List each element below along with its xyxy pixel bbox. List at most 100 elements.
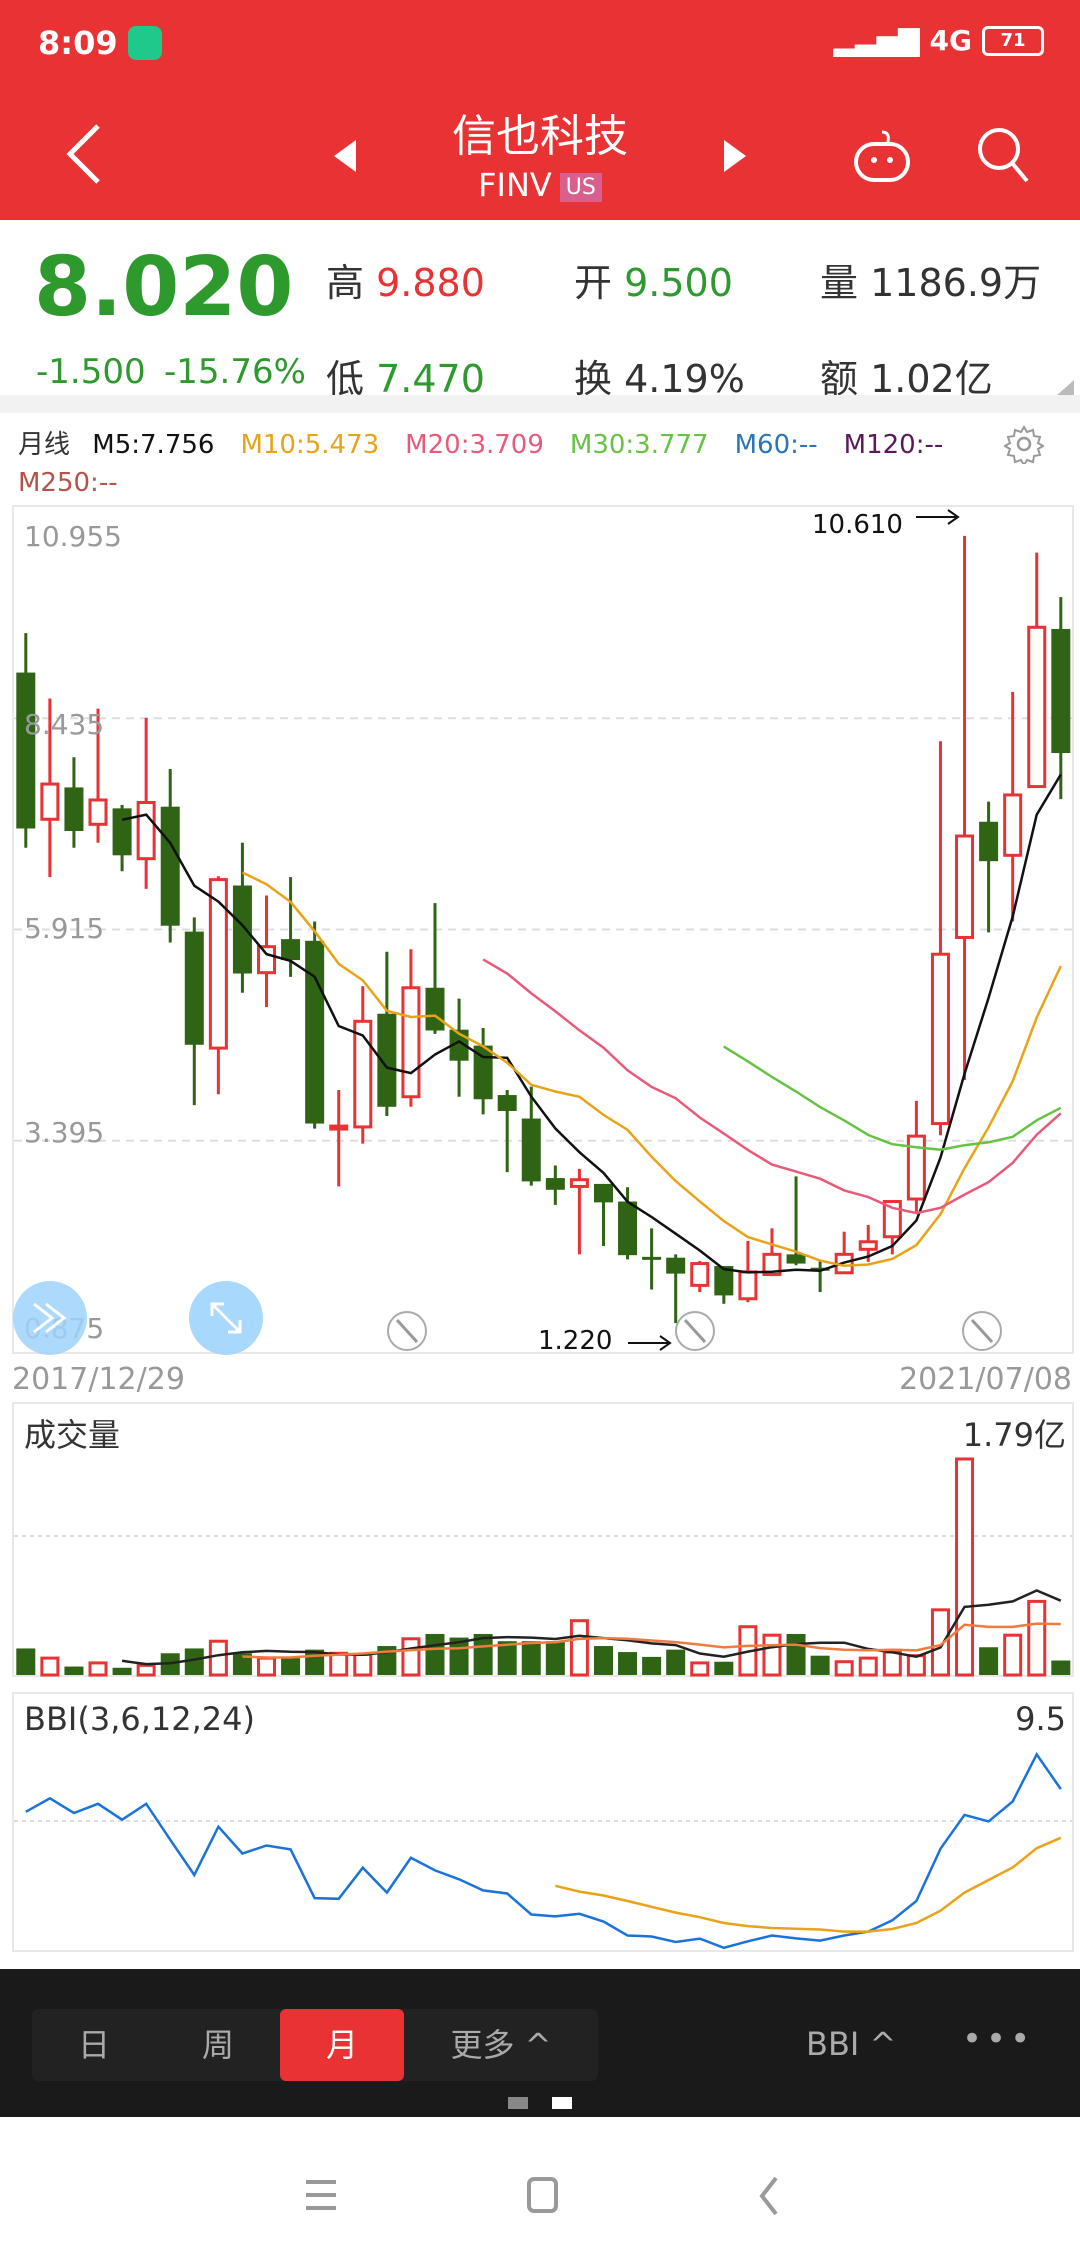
period-label: 月线 <box>18 430 71 460</box>
next-stock-icon[interactable] <box>720 138 748 174</box>
ma-legend-item: M60:-- <box>734 430 818 460</box>
volume-bar <box>1051 1660 1071 1675</box>
volume-bar <box>810 1655 830 1675</box>
y-tick-label: 5.915 <box>24 912 105 945</box>
amount-label: 额 <box>820 357 859 401</box>
prev-stock-icon[interactable] <box>332 138 360 174</box>
volume-ma10-line <box>242 1622 1061 1659</box>
y-tick-label: 8.435 <box>24 708 105 741</box>
candle-body <box>64 787 84 832</box>
indicator-selector[interactable]: BBI ^ <box>806 2025 897 2063</box>
ticker-text: FINV <box>478 166 552 204</box>
low-value: 7.470 <box>376 357 485 401</box>
period-toolbar: 日 周 月 更多 ^ BBI ^ ••• <box>0 1969 1080 2117</box>
amount-value: 1.02亿 <box>870 357 993 401</box>
min-arrow-head <box>659 1335 672 1351</box>
tab-day[interactable]: 日 <box>77 2026 110 2064</box>
event-marker-icon <box>683 1318 707 1344</box>
ma-legend-item: M250:-- <box>18 468 118 498</box>
volume-bar <box>666 1649 686 1675</box>
candle-body <box>88 798 108 826</box>
fullscreen-button[interactable] <box>188 1280 264 1356</box>
kline-chart[interactable] <box>0 0 1080 1400</box>
candle-body <box>473 1045 493 1100</box>
home-icon[interactable] <box>526 2176 560 2214</box>
candle-body <box>906 1134 926 1201</box>
low-field: 低 7.470 <box>326 348 485 403</box>
kline-chart-panel[interactable] <box>12 505 1074 1354</box>
menu-icon[interactable] <box>304 2178 338 2212</box>
candle-body <box>690 1262 710 1287</box>
settings-gear-icon[interactable] <box>1004 424 1044 464</box>
y-tick-label: 3.395 <box>24 1116 105 1149</box>
back-nav-icon[interactable] <box>756 2176 782 2216</box>
bbi-panel <box>12 1692 1074 1952</box>
back-icon[interactable] <box>62 122 110 186</box>
open-label: 开 <box>574 261 613 305</box>
bbi-ma-line <box>555 1836 1062 1933</box>
candle-body <box>40 782 60 821</box>
amount-field: 额 1.02亿 <box>820 348 993 403</box>
tab-more[interactable]: 更多 ^ <box>450 2026 552 2064</box>
volume-bar <box>979 1647 999 1675</box>
ma-legend-item: M120:-- <box>843 430 944 460</box>
volume-bar <box>184 1648 204 1675</box>
candle-body <box>618 1201 638 1256</box>
volume-bar <box>521 1641 541 1675</box>
volume-bar <box>473 1633 493 1675</box>
candle-body <box>593 1183 613 1203</box>
app-header: 8:09 ▂▃▅▇ 4G 71 信也科技 FINV US <box>0 0 1080 220</box>
price-change: -1.500 <box>36 352 146 392</box>
ma-legend-item: M5:7.756 <box>92 430 215 460</box>
stock-name: 信也科技 <box>452 111 628 162</box>
candle-body <box>642 1256 662 1260</box>
candle-body <box>184 931 204 1045</box>
volume-bar <box>690 1661 710 1677</box>
high-field: 高 9.880 <box>326 252 485 307</box>
stock-ticker: FINV US <box>0 166 1080 204</box>
event-marker-icon <box>970 1318 994 1344</box>
status-time: 8:09 <box>38 24 118 62</box>
volume-bar <box>714 1661 734 1675</box>
ma20-line <box>482 958 1062 1215</box>
volume-bar <box>569 1619 589 1677</box>
volume-bar <box>858 1656 878 1677</box>
tab-month[interactable]: 月 <box>280 2009 404 2081</box>
candle-body <box>1051 628 1071 754</box>
market-badge: US <box>559 172 602 202</box>
network-type: 4G <box>929 24 972 57</box>
more-options-button[interactable]: ••• <box>962 2019 1035 2059</box>
candle-body <box>810 1267 830 1271</box>
bbi-line <box>25 1751 1062 1950</box>
volume-bar <box>40 1656 60 1677</box>
collapse-panel-button[interactable] <box>12 1280 88 1356</box>
volume-panel <box>12 1402 1074 1677</box>
volume-title: 成交量 <box>24 1416 121 1454</box>
app-notification-icon <box>128 26 162 60</box>
robot-assistant-icon[interactable] <box>852 128 912 184</box>
volume-value: 1186.9万 <box>870 261 1042 305</box>
bbi-max-label: 9.5 <box>1015 1700 1066 1738</box>
tab-week[interactable]: 周 <box>201 2026 234 2064</box>
x-end-date: 2021/07/08 <box>899 1362 1072 1397</box>
candle-body <box>1003 793 1023 857</box>
open-field: 开 9.500 <box>574 252 733 307</box>
candle-body <box>930 952 950 1126</box>
last-price: 8.020 <box>34 240 294 335</box>
candle-body <box>979 821 999 862</box>
volume-chart <box>14 1457 1072 1677</box>
y-tick-label: 10.955 <box>24 520 122 553</box>
search-icon[interactable] <box>975 125 1031 185</box>
turnover-value: 4.19% <box>624 357 745 401</box>
candle-body <box>112 808 132 856</box>
volume-bar <box>1003 1633 1023 1677</box>
expand-corner-icon[interactable] <box>1056 380 1074 396</box>
battery-icon: 71 <box>982 25 1044 56</box>
candle-body <box>208 878 228 1050</box>
candle-body <box>569 1178 589 1188</box>
ma-legend-item: M20:3.709 <box>405 430 544 460</box>
high-value: 9.880 <box>376 261 485 305</box>
volume-ma5-line <box>121 1589 1062 1666</box>
period-tabs: 日 周 月 更多 ^ <box>32 2009 598 2081</box>
candle-body <box>281 939 301 961</box>
